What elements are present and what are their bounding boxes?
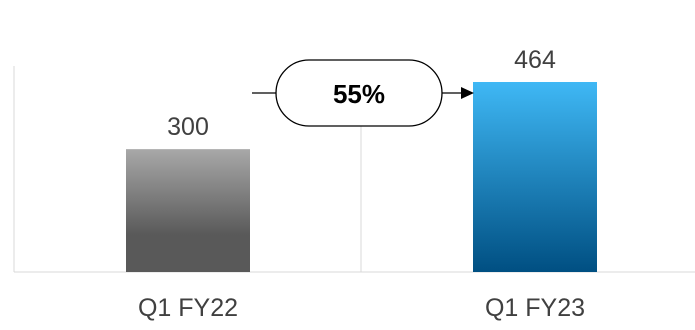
x-tick-label-q1-fy22: Q1 FY22	[138, 294, 238, 322]
growth-annotation-label: 55%	[333, 79, 385, 109]
value-label-q1-fy22: 300	[167, 113, 209, 141]
x-tick-label-q1-fy23: Q1 FY23	[485, 294, 585, 322]
bar-q1-fy22	[126, 149, 250, 272]
value-label-q1-fy23: 464	[514, 46, 556, 74]
bar-q1-fy23	[473, 82, 597, 272]
growth-arrowhead-icon	[461, 87, 474, 99]
